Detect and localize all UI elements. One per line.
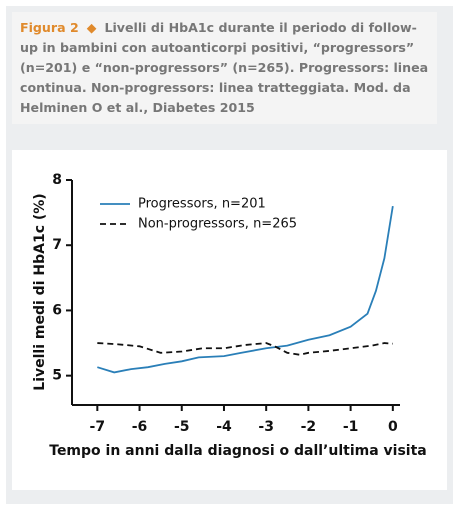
legend-label: Progressors, n=201 — [138, 197, 266, 212]
x-tick-label: -1 — [343, 419, 359, 435]
y-tick-label: 8 — [52, 172, 62, 188]
figure-label: Figura 2 — [20, 20, 79, 35]
caption: Livelli di HbA1c durante il periodo di f… — [20, 20, 429, 115]
x-tick-label: -3 — [258, 419, 274, 435]
x-tick-label: -4 — [216, 419, 232, 435]
x-tick-label: -5 — [174, 419, 190, 435]
y-tick-label: 5 — [52, 368, 62, 384]
series-line — [97, 342, 393, 356]
x-axis-label: Tempo in anni dalla diagnosi o dall’ulti… — [49, 443, 427, 459]
x-tick-label: -6 — [132, 419, 148, 435]
caption-box: Figura 2 ◆ Livelli di HbA1c durante il per… — [12, 12, 437, 124]
series-line — [97, 205, 394, 374]
x-tick-label: -7 — [90, 419, 106, 435]
x-tick-label: -2 — [301, 419, 317, 435]
x-tick-label: 0 — [388, 419, 398, 435]
y-tick-label: 7 — [52, 237, 62, 253]
diamond: ◆ — [86, 20, 97, 35]
y-axis-label: Livelli medi di HbA1c (%) — [32, 193, 48, 390]
y-tick-label: 6 — [52, 302, 62, 318]
legend-label: Non-progressors, n=265 — [138, 217, 297, 232]
chart: Tempo in anni dalla diagnosi o dall’ulti… — [12, 150, 447, 490]
